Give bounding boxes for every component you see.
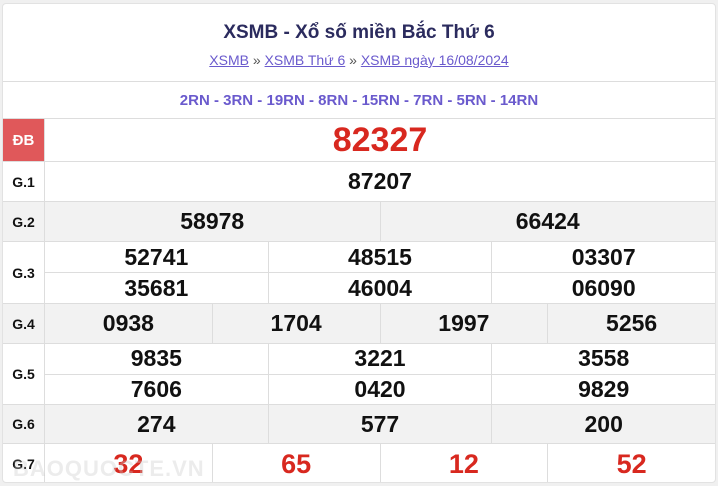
watermark: BAOQUOCTE.VN [13, 456, 205, 481]
prize-number: 274 [137, 410, 176, 437]
breadcrumb-xsmb[interactable]: XSMB [209, 52, 249, 68]
prize-row-g7: G.7 32 65 12 52 [3, 443, 715, 482]
prize-number: 58978 [180, 208, 245, 234]
prize-label: G.3 [3, 242, 45, 303]
prize-number: 65 [211, 444, 380, 482]
prize-number: 1997 [379, 304, 548, 343]
prize-number: 32 [113, 448, 144, 479]
prize-number: 9835 [130, 345, 182, 372]
prize-number: 35681 [124, 274, 189, 301]
prize-number: 48515 [267, 242, 492, 272]
prize-row-g3: G.3 52741 48515 03307 35681 46004 06090 [3, 241, 715, 303]
prize-number: 82327 [332, 120, 428, 159]
prize-number: 200 [491, 405, 715, 443]
prize-number: 03307 [491, 242, 715, 272]
page-title: XSMB - Xổ số miền Bắc Thứ 6 [223, 22, 495, 43]
prize-label: G.1 [3, 162, 45, 201]
breadcrumb: XSMB » XSMB Thứ 6 » XSMB ngày 16/08/2024 [3, 52, 715, 68]
prize-label: ĐB [3, 119, 45, 161]
prize-label: G.4 [3, 304, 45, 343]
prize-row-g4: G.4 0938 1704 1997 5256 [3, 303, 715, 343]
prize-number: 52 [547, 444, 715, 482]
lottery-results-card: XSMB - Xổ số miền Bắc Thứ 6 XSMB » XSMB … [2, 3, 716, 483]
prize-number: 3221 [267, 344, 492, 374]
prize-row-g2: G.2 58978 66424 [3, 201, 715, 241]
breadcrumb-xsmb-thu6[interactable]: XSMB Thứ 6 [264, 52, 346, 68]
prize-row-db: ĐB 82327 [3, 118, 715, 161]
prize-number: 12 [379, 444, 548, 482]
prize-label: G.6 [3, 405, 45, 443]
breadcrumb-separator: » [252, 52, 261, 68]
prize-number: 46004 [267, 273, 492, 303]
rn-codes: 2RN - 3RN - 19RN - 8RN - 15RN - 7RN - 5R… [3, 81, 715, 118]
prize-row-g5: G.5 9835 3221 3558 7606 0420 9829 [3, 343, 715, 404]
prize-number: 9829 [491, 374, 715, 404]
prize-number: 0420 [267, 374, 492, 404]
breadcrumb-xsmb-date[interactable]: XSMB ngày 16/08/2024 [360, 52, 509, 68]
prize-label: G.7 [3, 444, 45, 482]
prize-label: G.5 [3, 344, 45, 404]
prize-number: 06090 [491, 273, 715, 303]
prize-number: 52741 [124, 243, 189, 270]
prize-number: 577 [267, 405, 492, 443]
prize-row-g6: G.6 274 577 200 [3, 404, 715, 443]
prize-number: 1704 [211, 304, 380, 343]
prize-number: 0938 [102, 310, 154, 336]
prize-label: G.2 [3, 202, 45, 241]
prize-number: 87207 [348, 168, 412, 194]
prize-number: 66424 [379, 202, 716, 241]
prize-number: 5256 [547, 304, 715, 343]
prize-row-g1: G.1 87207 [3, 161, 715, 201]
breadcrumb-separator: » [349, 52, 357, 68]
prize-number: 3558 [491, 344, 715, 374]
prize-number: 7606 [130, 375, 182, 402]
